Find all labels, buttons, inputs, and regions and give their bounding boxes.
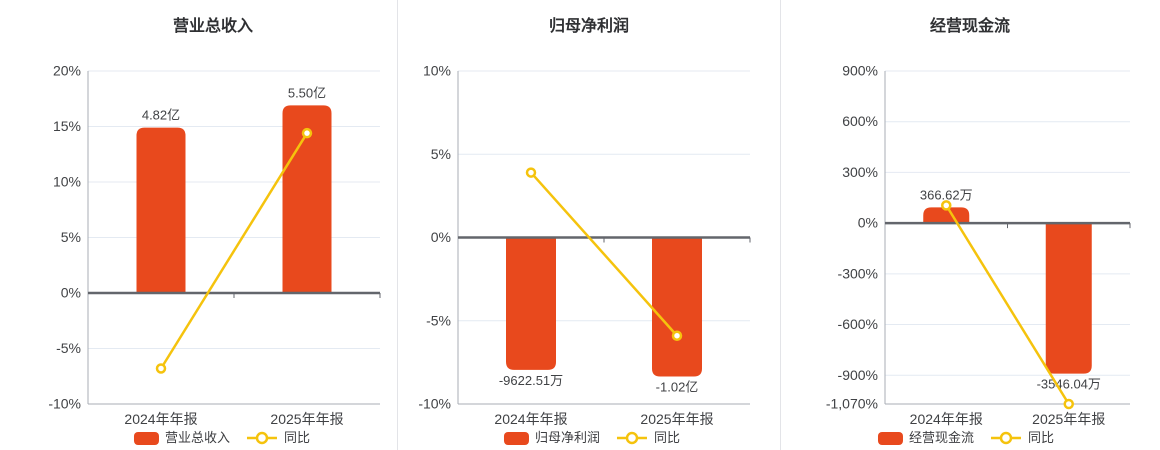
chart-legend-revenue: 营业总收入 同比 <box>133 430 311 446</box>
line-series-marker-icon[interactable] <box>246 431 278 445</box>
chart-title-cash-flow: 经营现金流 <box>929 18 1011 35</box>
yoy-line <box>530 171 678 337</box>
chart-legend-cash-flow: 经营现金流 同比 <box>877 430 1055 446</box>
y-axis-tick-label: 300% <box>842 164 878 180</box>
x-axis-label: 2025年年报 <box>270 411 343 427</box>
chart-plot-revenue: 20% 15% 10% 5% 0% -5% -10% 4.82亿 5.50亿 2024年年报 202… <box>48 63 381 427</box>
bar-2025年年报[interactable] <box>1045 223 1092 374</box>
y-axis-tick-label: 900% <box>842 63 878 79</box>
bar-series-swatch[interactable] <box>503 431 529 445</box>
bar-series-legend-label[interactable]: 经营现金流 <box>908 430 974 445</box>
bar-series-swatch[interactable] <box>133 431 159 445</box>
yoy-line <box>945 204 1070 405</box>
bar-value-label: 5.50亿 <box>288 85 326 100</box>
line-series-marker-icon[interactable] <box>616 431 648 445</box>
line-series-legend-label[interactable]: 同比 <box>654 430 681 445</box>
y-axis-tick-label: -10% <box>48 396 81 412</box>
bar-2024年年报[interactable] <box>506 237 556 370</box>
yoy-point-2025年年报[interactable] <box>1063 398 1074 410</box>
line-series-legend-label[interactable]: 同比 <box>284 430 311 445</box>
y-axis-tick-label: 0% <box>431 229 451 245</box>
chart-panel-cash-flow: 经营现金流 900% 600% 300% 0% -300% -600% -900% -1,07… <box>781 0 1160 450</box>
chart-legend-net-profit: 归母净利润 同比 <box>503 430 681 446</box>
chart-panel-revenue: 营业总收入 20% 15% 10% 5% 0% -5% -10% 4.82亿 5.50亿 2024… <box>0 0 398 450</box>
y-axis-tick-label: 10% <box>423 63 451 79</box>
y-axis-tick-label: -900% <box>838 367 878 383</box>
y-axis-tick-label: 10% <box>53 174 81 190</box>
yoy-point-2024年年报[interactable] <box>525 167 537 178</box>
chart-title-net-profit: 归母净利润 <box>548 18 630 35</box>
chart-panel-net-profit: 归母净利润 10% 5% 0% -5% -10% -9622.51万 -1.02亿 2024年… <box>398 0 781 450</box>
bar-2024年年报[interactable] <box>923 207 970 224</box>
x-axis-label: 2024年年报 <box>124 411 197 427</box>
yoy-point-2025年年报[interactable] <box>301 127 313 139</box>
chart-title-revenue: 营业总收入 <box>172 18 254 35</box>
yoy-point-2024年年报[interactable] <box>155 363 167 374</box>
yoy-point-2025年年报[interactable] <box>671 330 683 341</box>
y-axis-tick-label: -600% <box>838 316 878 332</box>
bar-series-legend-label[interactable]: 营业总收入 <box>164 430 230 445</box>
bar-value-label: -9622.51万 <box>499 373 563 388</box>
y-axis-tick-label: 0% <box>61 285 81 301</box>
x-axis-label: 2024年年报 <box>910 411 983 427</box>
bar-value-label: -1.02亿 <box>656 380 699 395</box>
y-axis-tick-label: -10% <box>418 396 451 412</box>
bar-2024年年报[interactable] <box>136 127 186 293</box>
bar-series-legend-label[interactable]: 归母净利润 <box>534 430 600 445</box>
y-axis-tick-label: 15% <box>53 118 81 134</box>
y-axis-tick-label: -1,070% <box>826 396 878 412</box>
bar-value-label: 4.82亿 <box>142 108 180 123</box>
y-axis-tick-label: -5% <box>56 340 81 356</box>
chart-plot-cash-flow: 900% 600% 300% 0% -300% -600% -900% -1,070% 366.… <box>826 63 1131 427</box>
y-axis-tick-label: 20% <box>53 63 81 79</box>
bar-2025年年报[interactable] <box>652 237 702 377</box>
y-axis-tick-label: -5% <box>426 312 451 328</box>
bar-value-label: 366.62万 <box>920 187 973 202</box>
yoy-point-2024年年报[interactable] <box>941 200 952 211</box>
x-axis-label: 2025年年报 <box>1032 411 1105 427</box>
y-axis-tick-label: 5% <box>431 146 451 162</box>
x-axis-label: 2024年年报 <box>494 411 567 427</box>
bar-value-label: -3546.04万 <box>1037 377 1101 392</box>
chart-plot-net-profit: 10% 5% 0% -5% -10% -9622.51万 -1.02亿 2024年年报 2025… <box>418 63 751 427</box>
line-series-legend-label[interactable]: 同比 <box>1028 430 1055 445</box>
bar-series-swatch[interactable] <box>877 431 903 445</box>
y-axis-tick-label: -300% <box>838 265 878 281</box>
y-axis-tick-label: 0% <box>858 215 878 231</box>
x-axis-label: 2025年年报 <box>640 411 713 427</box>
y-axis-tick-label: 5% <box>61 229 81 245</box>
yoy-line <box>159 132 309 370</box>
line-series-marker-icon[interactable] <box>990 431 1022 445</box>
y-axis-tick-label: 600% <box>842 113 878 129</box>
